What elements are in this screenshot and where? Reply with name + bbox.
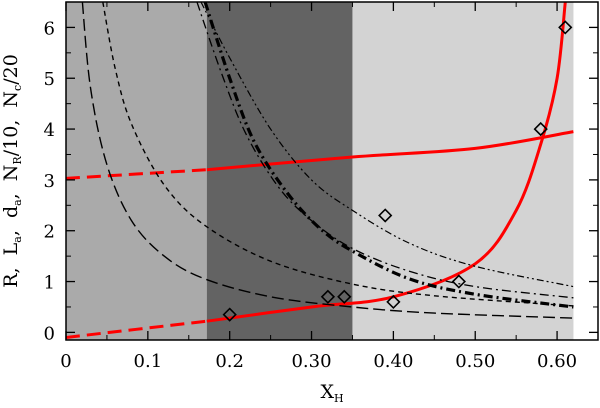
La-long-dashed bbox=[81, 2, 574, 319]
y-tick-label: 4 bbox=[44, 120, 55, 141]
x-tick-label: 0 bbox=[60, 351, 71, 372]
diamond-point bbox=[386, 294, 401, 310]
curves bbox=[66, 2, 574, 339]
NR-thick-dash-dot bbox=[203, 2, 574, 309]
data-points bbox=[222, 20, 573, 322]
diamond-point bbox=[320, 289, 336, 304]
y-tick-label: 1 bbox=[44, 273, 55, 294]
diamond-point bbox=[337, 289, 352, 304]
plot-frame bbox=[65, 1, 599, 341]
da-short-dashed bbox=[102, 2, 574, 307]
diamond-point bbox=[378, 208, 393, 223]
y-tick-label: 3 bbox=[44, 171, 55, 192]
Nc-dash-dot-dot bbox=[200, 2, 574, 288]
x-tick-label: 0.50 bbox=[455, 351, 495, 372]
diamond-point bbox=[451, 274, 466, 289]
R-lower-solid-part bbox=[206, 2, 567, 323]
x-tick-label: 0.30 bbox=[291, 351, 331, 372]
x-tick-label: 0.2 bbox=[215, 351, 244, 372]
y-axis-ticks: 0 1 2 3 4 5 6 bbox=[44, 18, 598, 344]
x-tick-label: 0.1 bbox=[134, 351, 163, 372]
x-tick-label: 0.40 bbox=[373, 351, 413, 372]
diamond-point bbox=[558, 20, 573, 35]
diamond-point bbox=[222, 307, 237, 322]
NR-dash-dot bbox=[196, 2, 574, 299]
x-tick-label: 0.60 bbox=[537, 351, 577, 372]
R-lower-dashed-part bbox=[66, 319, 207, 339]
y-tick-label: 6 bbox=[44, 18, 55, 39]
y-tick-label: 0 bbox=[44, 323, 55, 344]
diamond-point bbox=[533, 121, 548, 137]
R-upper-dashed-part bbox=[66, 168, 207, 180]
shaded-regions bbox=[66, 2, 574, 340]
middle-xh-region bbox=[206, 2, 353, 340]
x-axis-ticks: 0 0.1 0.2 0.30 0.40 0.50 0.60 bbox=[60, 2, 599, 372]
x-axis-label: XH bbox=[320, 381, 343, 405]
y-tick-label: 2 bbox=[44, 222, 55, 243]
y-axis-label: R, La, da, NR/10, Nc/20 bbox=[0, 54, 24, 288]
low-xh-region bbox=[66, 2, 207, 340]
y-tick-label: 5 bbox=[44, 69, 55, 90]
high-xh-region bbox=[352, 2, 574, 340]
